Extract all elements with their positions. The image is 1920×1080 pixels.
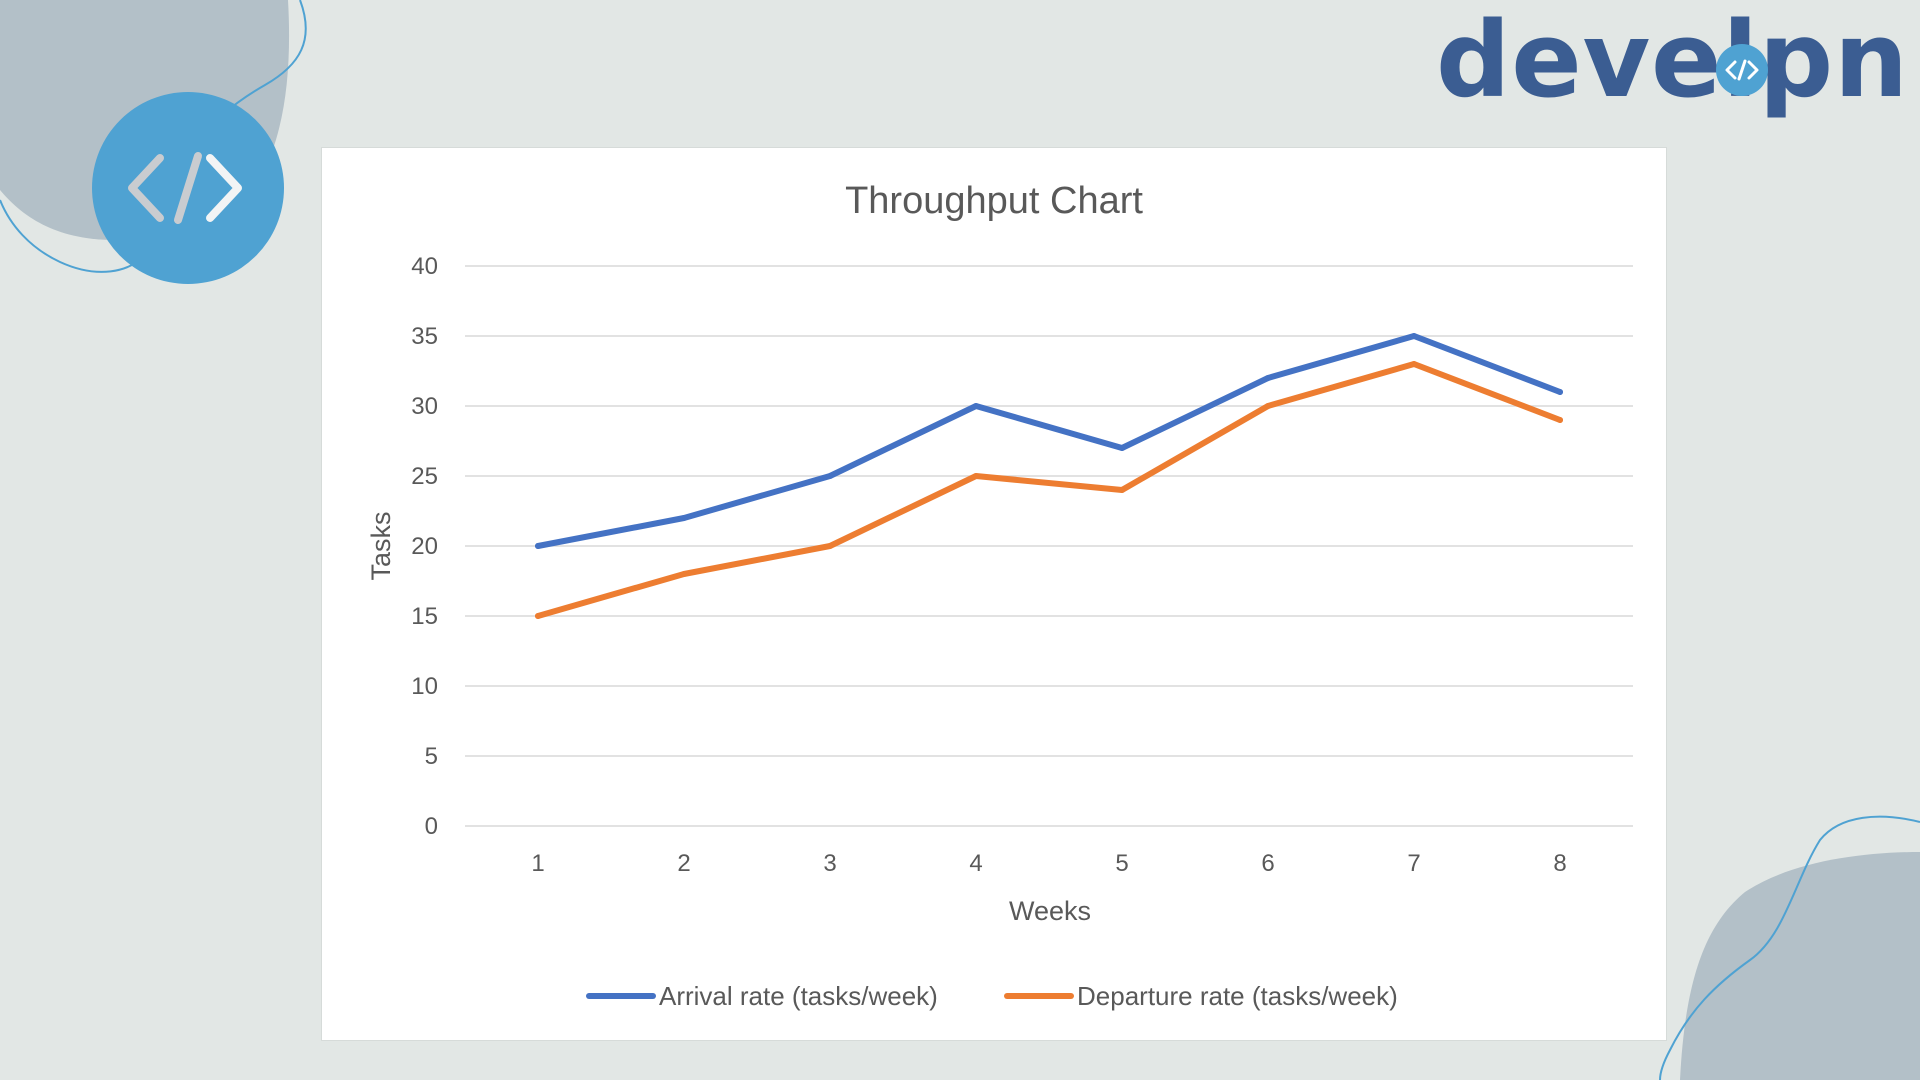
x-tick-label: 4	[969, 850, 982, 877]
x-tick-label: 8	[1553, 850, 1566, 877]
chart-card: Throughput Chart 0 5 10 15 20 25 30 35 40 1 2 3 4 5 6…	[321, 147, 1667, 1041]
y-tick-label: 20	[411, 533, 438, 560]
series-2-point-3	[827, 543, 833, 549]
series-2-point-5	[1119, 487, 1125, 493]
series-line-1	[535, 333, 1563, 549]
y-tick-label: 35	[411, 323, 438, 350]
series-2-point-6	[1265, 403, 1271, 409]
series-1-point-2	[681, 515, 687, 521]
series-1-point-1	[535, 543, 541, 549]
bottom-right-swirl-line	[1659, 815, 1920, 1080]
brand-logo: develpn	[1436, 14, 1908, 121]
series-2-point-8	[1557, 417, 1563, 423]
y-tick-label: 40	[411, 253, 438, 280]
gridlines	[465, 265, 1633, 827]
series-1-point-5	[1119, 445, 1125, 451]
x-axis-label: Weeks	[1009, 896, 1091, 926]
x-tick-label: 3	[823, 850, 836, 877]
y-axis-ticks: 0 5 10 15 20 25 30 35 40	[411, 253, 438, 840]
series-1-point-8	[1557, 389, 1563, 395]
series-lines	[535, 333, 1563, 619]
throughput-chart: Throughput Chart 0 5 10 15 20 25 30 35 40 1 2 3 4 5 6…	[366, 180, 1633, 1011]
series-1-point-6	[1265, 375, 1271, 381]
legend-label-2: Departure rate (tasks/week)	[1077, 981, 1398, 1011]
series-2-point-2	[681, 571, 687, 577]
y-tick-label: 15	[411, 603, 438, 630]
series-line-2	[535, 361, 1563, 619]
y-axis-label: Tasks	[366, 511, 396, 580]
y-tick-label: 25	[411, 463, 438, 490]
y-tick-label: 10	[411, 673, 438, 700]
legend: Arrival rate (tasks/week) Departure rate …	[586, 981, 1398, 1011]
chart-title: Throughput Chart	[845, 180, 1143, 222]
code-badge	[92, 92, 284, 284]
x-tick-label: 5	[1115, 850, 1128, 877]
y-tick-label: 5	[425, 743, 438, 770]
code-brackets-icon	[1716, 44, 1768, 96]
series-2-point-1	[535, 613, 541, 619]
bottom-right-blob	[1680, 852, 1920, 1080]
y-tick-label: 30	[411, 393, 438, 420]
legend-label-1: Arrival rate (tasks/week)	[659, 981, 938, 1011]
series-2-point-7	[1411, 361, 1417, 367]
brand-logo-text: develpn	[1436, 14, 1906, 121]
x-tick-label: 1	[531, 850, 544, 877]
code-brackets-icon	[128, 152, 242, 224]
x-tick-label: 2	[677, 850, 690, 877]
x-tick-label: 7	[1407, 850, 1420, 877]
x-axis-ticks: 1 2 3 4 5 6 7 8	[531, 850, 1566, 877]
series-1-point-7	[1411, 333, 1417, 339]
series-1-point-3	[827, 473, 833, 479]
series-1-point-4	[973, 403, 979, 409]
x-tick-label: 6	[1261, 850, 1274, 877]
series-2-point-4	[973, 473, 979, 479]
y-tick-label: 0	[425, 813, 438, 840]
